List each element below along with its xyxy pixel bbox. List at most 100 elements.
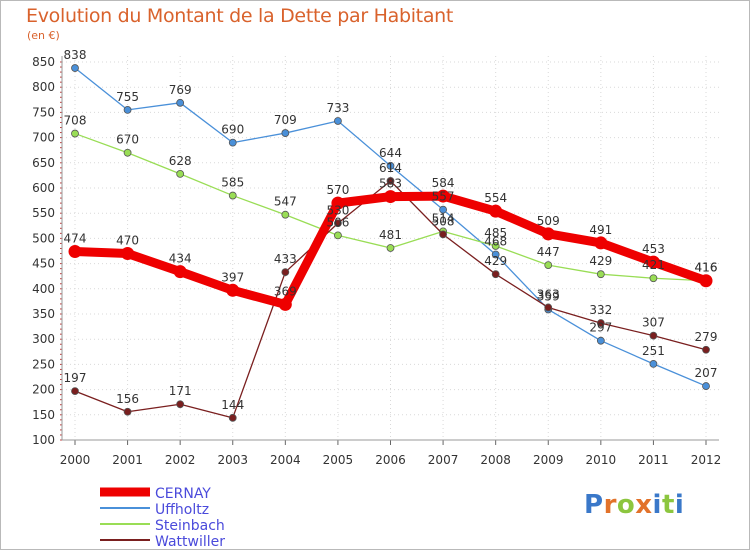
data-point-cernay [541,227,555,241]
data-point-steinbach [228,191,237,200]
y-tick-label: 550 [32,206,55,220]
data-label-cernay: 470 [116,234,139,248]
x-tick-label: 2003 [217,453,248,467]
legend-label-cernay: CERNAY [155,486,211,502]
data-label-steinbach: 514 [432,211,455,225]
data-point-cernay [121,247,135,261]
data-point-uffholtz [439,205,447,214]
y-tick-label: 700 [32,131,55,145]
data-label-wattwiller: 332 [589,303,612,317]
data-point-cernay [226,283,240,297]
data-point-steinbach [544,261,553,270]
data-label-wattwiller: 197 [64,371,87,385]
data-label-cernay: 474 [64,232,87,246]
data-label-cernay: 434 [169,252,192,266]
data-point-wattwiller [71,387,79,396]
data-point-cernay [699,274,713,288]
data-label-uffholtz: 690 [221,123,244,137]
data-point-steinbach [281,210,290,219]
x-tick-label: 2002 [165,453,196,467]
y-tick-label: 400 [32,282,55,296]
x-tick-label: 2005 [323,453,354,467]
x-tick-label: 2011 [638,453,669,467]
data-label-cernay: 491 [589,223,612,237]
data-point-cernay [384,190,397,204]
data-point-cernay [489,204,503,218]
x-tick-label: 2006 [375,453,406,467]
data-label-steinbach: 547 [274,195,297,209]
data-point-uffholtz [386,161,395,170]
data-label-wattwiller: 530 [326,203,349,217]
data-point-steinbach [491,242,500,250]
data-point-steinbach [123,148,132,157]
data-point-uffholtz [71,64,79,72]
data-point-wattwiller [123,407,132,416]
data-label-steinbach: 708 [64,114,87,128]
data-label-cernay: 584 [432,176,455,190]
data-point-uffholtz [491,250,500,259]
proxiti-logo: Proxiti [584,490,685,520]
data-point-uffholtz [281,129,290,137]
data-point-wattwiller [649,331,658,340]
data-label-steinbach: 421 [642,258,665,272]
y-tick-label: 300 [32,332,55,346]
data-point-uffholtz [176,98,185,107]
y-tick-label: 800 [32,80,55,94]
data-label-cernay: 397 [221,270,244,284]
data-label-wattwiller: 508 [432,214,455,228]
chart-title: Evolution du Montant de la Dette par Hab… [26,5,454,27]
data-label-uffholtz: 769 [169,83,192,97]
data-point-cernay [68,245,82,259]
data-label-uffholtz: 359 [537,289,560,303]
data-point-uffholtz [596,336,605,345]
data-label-steinbach: 481 [379,228,402,242]
data-point-steinbach [386,244,395,252]
data-label-uffholtz: 733 [326,101,349,115]
data-point-steinbach [176,169,185,178]
data-label-uffholtz: 251 [642,344,665,358]
y-tick-label: 150 [32,408,55,422]
y-tick-label: 500 [32,231,55,245]
x-tick-label: 2012 [691,453,722,467]
data-point-wattwiller [596,319,605,327]
y-tick-label: 450 [32,257,55,271]
x-tick-label: 2007 [428,453,459,467]
data-point-wattwiller [176,400,185,409]
data-label-steinbach: 506 [326,215,349,229]
data-label-steinbach: 628 [169,154,192,168]
data-point-steinbach [596,270,605,279]
x-tick-label: 2004 [270,453,301,467]
y-tick-label: 100 [32,433,55,447]
data-label-cernay: 453 [642,242,665,256]
data-label-wattwiller: 429 [484,254,507,268]
data-label-uffholtz: 709 [274,113,297,127]
data-label-steinbach: 585 [221,176,244,190]
data-point-cernay [331,196,345,210]
y-tick-label: 350 [32,307,55,321]
data-label-cernay: 416 [695,261,718,275]
data-label-steinbach: 429 [589,254,612,268]
data-point-wattwiller [491,270,500,279]
chart-unit-label: (en €) [27,29,60,42]
data-point-uffholtz [649,359,658,368]
data-point-steinbach [649,274,658,283]
data-point-wattwiller [702,345,710,354]
data-label-cernay: 369 [274,284,297,298]
data-label-wattwiller: 614 [379,161,402,175]
data-label-steinbach: 447 [537,245,560,259]
data-label-wattwiller: 156 [116,392,139,406]
data-label-uffholtz: 207 [695,366,718,380]
data-label-steinbach: 670 [116,133,139,147]
data-label-cernay: 554 [484,191,507,205]
data-label-wattwiller: 144 [221,398,244,412]
data-point-wattwiller [281,268,290,277]
y-tick-label: 250 [32,357,55,371]
data-point-uffholtz [228,138,237,147]
legend-label-wattwiller: Wattwiller [155,534,225,550]
x-tick-label: 2001 [112,453,143,467]
data-label-steinbach: 416 [695,261,718,275]
y-tick-label: 650 [32,156,55,170]
y-tick-label: 600 [32,181,55,195]
data-point-cernay [646,255,660,269]
